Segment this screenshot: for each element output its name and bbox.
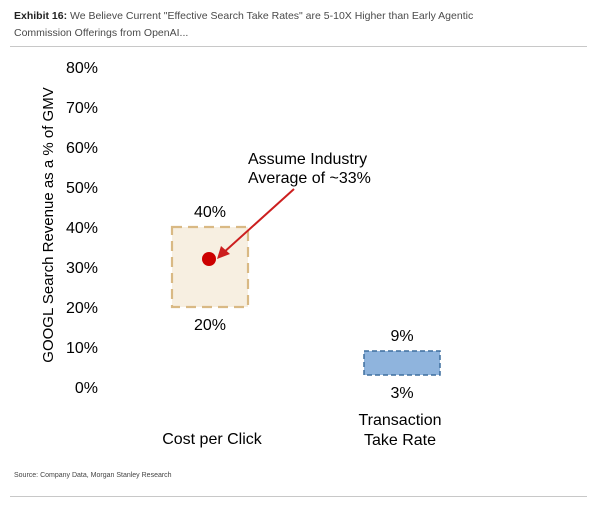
range-high-label-cpc: 40% [194,204,226,221]
footer-divider [10,496,587,497]
range-low-label-ttr: 3% [390,385,413,402]
average-point [202,252,216,266]
y-axis-ticks: 0% 10% 20% 30% 40% 50% 60% 70% 80% [66,60,98,397]
y-tick-label: 0% [75,380,98,397]
range-boxes: 40% 20% 9% 3% [170,204,441,402]
y-tick-label: 50% [66,180,98,197]
range-box-cpc [170,225,250,309]
y-tick-label: 70% [66,100,98,117]
exhibit-title-line2: Commission Offerings from OpenAI... [14,27,189,39]
range-high-label-ttr: 9% [390,328,413,345]
y-tick-label: 60% [66,140,98,157]
range-low-label-cpc: 20% [194,317,226,334]
y-axis-label: GOOGL Search Revenue as a % of GMV [40,87,57,362]
exhibit-header: Exhibit 16: We Believe Current "Effectiv… [14,8,574,42]
y-tick-label: 20% [66,300,98,317]
category-label-cpc: Cost per Click [162,431,263,448]
y-tick-label: 30% [66,260,98,277]
y-tick-label: 40% [66,220,98,237]
range-box-ttr [363,350,441,376]
exhibit-title-line1: We Believe Current "Effective Search Tak… [70,10,474,22]
category-label-ttr-line2: Take Rate [364,432,436,449]
source-note: Source: Company Data, Morgan Stanley Res… [14,472,172,479]
category-label-ttr-line1: Transaction [359,412,442,429]
exhibit-number: Exhibit 16: [14,10,68,22]
y-tick-label: 10% [66,340,98,357]
annotation-arrow [221,188,295,255]
annotation-line2: Average of ~33% [248,170,371,187]
category-labels: Cost per Click Transaction Take Rate [162,412,441,449]
y-tick-label: 80% [66,60,98,77]
annotation: Assume Industry Average of ~33% [217,151,371,259]
annotation-line1: Assume Industry [248,151,367,168]
annotation-arrowhead [217,246,230,259]
header-divider [10,46,587,47]
